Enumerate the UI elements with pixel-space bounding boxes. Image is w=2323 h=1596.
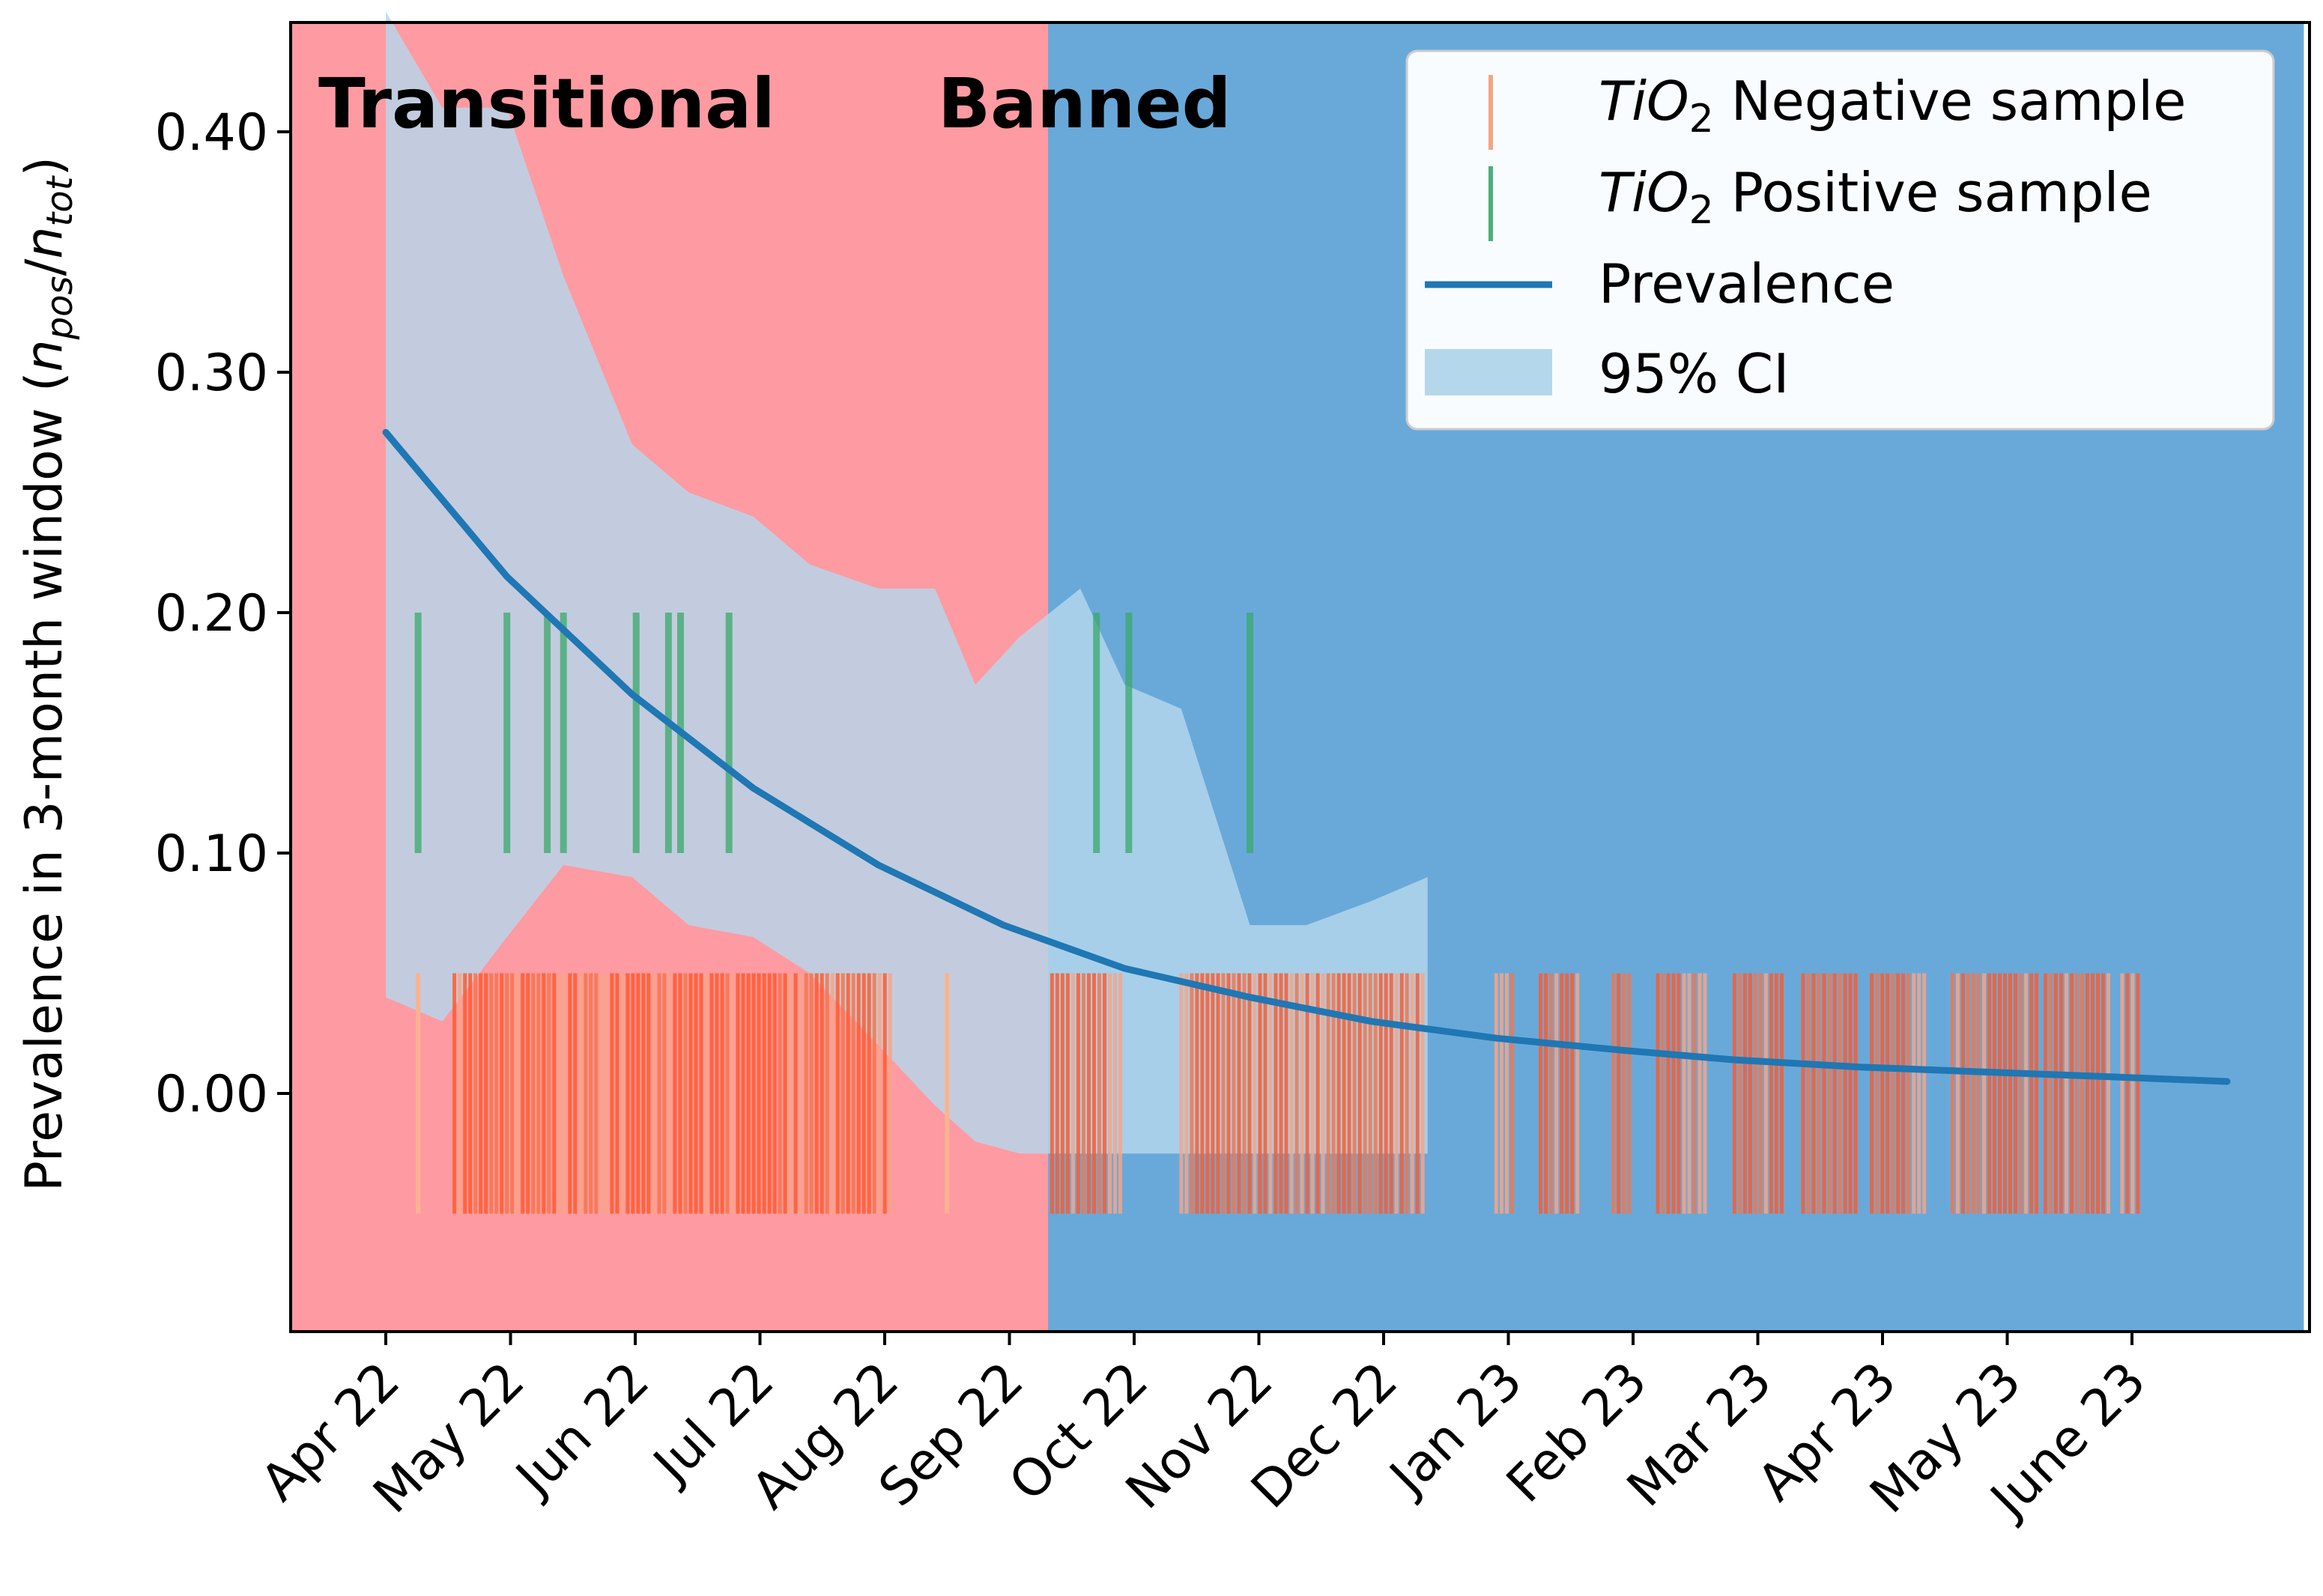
- y-tick-label: 0.10: [155, 825, 268, 884]
- legend-ci-label: 95% CI: [1599, 342, 1789, 405]
- y-tick-label: 0.30: [155, 344, 268, 403]
- legend-negative-label: TiO2 Negative sample: [1599, 70, 2186, 142]
- region-label-transitional: Transitional: [318, 64, 775, 144]
- prevalence-line-layer: [382, 428, 2231, 1085]
- y-axis: 0.00 0.10 0.20 0.30 0.40: [155, 103, 291, 1124]
- x-tick-label: Jun 22: [503, 1351, 661, 1508]
- plot-frame: [289, 21, 2311, 1333]
- y-axis-label: Prevalence in 3-month window (npos/ntot): [15, 157, 81, 1192]
- positive-samples-layer: [414, 613, 1254, 853]
- ci-band-layer: [386, 11, 1428, 1154]
- y-tick-label: 0.40: [155, 103, 268, 163]
- legend-positive-label: TiO2 Positive sample: [1599, 161, 2152, 233]
- legend-box: [1405, 49, 2275, 431]
- legend: TiO2 Negative sample TiO2 Positive sampl…: [1405, 49, 2275, 431]
- region-label-banned: Banned: [938, 64, 1231, 144]
- y-tick-label: 0.20: [155, 584, 268, 643]
- prevalence-line: [382, 428, 2231, 1085]
- legend-ci-marker: [1425, 349, 1552, 395]
- negative-samples-layer: [416, 973, 2140, 1214]
- ci-band: [386, 11, 1428, 1154]
- legend-prevalence-label: Prevalence: [1599, 252, 1895, 315]
- y-tick-label: 0.00: [155, 1065, 268, 1124]
